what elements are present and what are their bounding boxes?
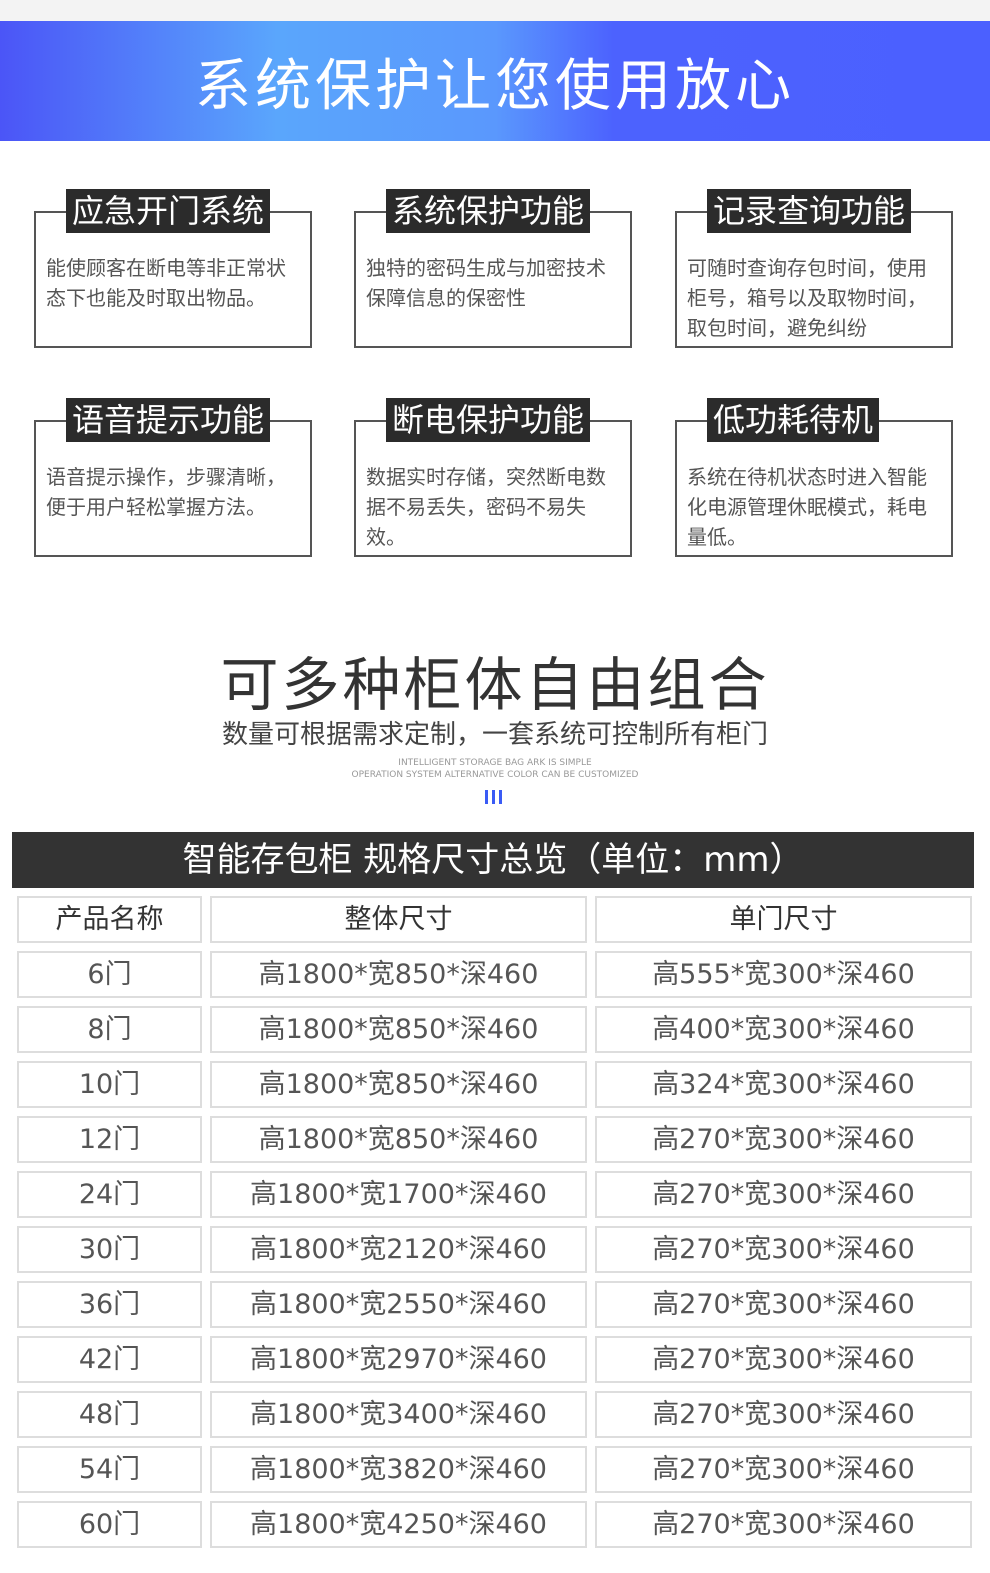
header-cell: 产品名称 xyxy=(17,896,202,943)
table-cell: 高1800*宽850*深460 xyxy=(210,1061,587,1108)
table-cell: 高270*宽300*深460 xyxy=(595,1116,972,1163)
table-cell: 高1800*宽1700*深460 xyxy=(210,1171,587,1218)
feature-title: 应急开门系统 xyxy=(66,189,271,233)
feature-title: 断电保护功能 xyxy=(386,398,591,442)
table-cell: 高270*宽300*深460 xyxy=(595,1446,972,1493)
table-cell: 高1800*宽3400*深460 xyxy=(210,1391,587,1438)
table-row: 8门 高1800*宽850*深460 高400*宽300*深460 xyxy=(0,1006,990,1053)
table-cell: 高324*宽300*深460 xyxy=(595,1061,972,1108)
table-cell: 高270*宽300*深460 xyxy=(595,1391,972,1438)
table-cell: 高555*宽300*深460 xyxy=(595,951,972,998)
table-row: 24门 高1800*宽1700*深460 高270*宽300*深460 xyxy=(0,1171,990,1218)
header-cell: 整体尺寸 xyxy=(210,896,587,943)
table-cell: 高400*宽300*深460 xyxy=(595,1006,972,1053)
table-cell: 30门 xyxy=(17,1226,202,1273)
combo-en-line1: INTELLIGENT STORAGE BAG ARK IS SIMPLE xyxy=(398,758,592,768)
feature-title: 系统保护功能 xyxy=(386,189,591,233)
table-cell: 12门 xyxy=(17,1116,202,1163)
feature-title: 记录查询功能 xyxy=(707,189,912,233)
table-cell: 高1800*宽2550*深460 xyxy=(210,1281,587,1328)
table-cell: 42门 xyxy=(17,1336,202,1383)
feature-text: 系统在待机状态时进入智能化电源管理休眠模式，耗电量低。 xyxy=(687,465,927,549)
feature-card: 记录查询功能可随时查询存包时间，使用柜号，箱号以及取物时间，取包时间，避免纠纷 xyxy=(675,189,953,348)
table-row: 10门 高1800*宽850*深460 高324*宽300*深460 xyxy=(0,1061,990,1108)
table-cell: 48门 xyxy=(17,1391,202,1438)
feature-title: 语音提示功能 xyxy=(66,398,271,442)
table-row: 60门 高1800*宽4250*深460 高270*宽300*深460 xyxy=(0,1501,990,1548)
table-cell: 高270*宽300*深460 xyxy=(595,1226,972,1273)
combo-subtitle: 数量可根据需求定制，一套系统可控制所有柜门 xyxy=(221,720,768,750)
feature-card: 语音提示功能语音提示操作，步骤清晰，便于用户轻松掌握方法。 xyxy=(34,398,312,557)
feature-card: 应急开门系统能使顾客在断电等非正常状态下也能及时取出物品。 xyxy=(34,189,312,348)
feature-text: 独特的密码生成与加密技术保障信息的保密性 xyxy=(366,256,606,310)
table-cell: 高1800*宽3820*深460 xyxy=(210,1446,587,1493)
table-cell: 高270*宽300*深460 xyxy=(595,1171,972,1218)
header-cell: 单门尺寸 xyxy=(595,896,972,943)
combo-en-line2: OPERATION SYSTEM ALTERNATIVE COLOR CAN B… xyxy=(351,770,639,780)
feature-card: 系统保护功能独特的密码生成与加密技术保障信息的保密性 xyxy=(354,189,632,348)
table-cell: 10门 xyxy=(17,1061,202,1108)
table-cell: 高1800*宽2970*深460 xyxy=(210,1336,587,1383)
table-cell: 54门 xyxy=(17,1446,202,1493)
table-row: 48门 高1800*宽3400*深460 高270*宽300*深460 xyxy=(0,1391,990,1438)
table-cell: 6门 xyxy=(17,951,202,998)
feature-title: 低功耗待机 xyxy=(707,398,880,442)
combo-title: 可多种柜体自由组合 xyxy=(220,651,770,719)
table-cell: 8门 xyxy=(17,1006,202,1053)
feature-card: 断电保护功能数据实时存储，突然断电数据不易丢失，密码不易失效。 xyxy=(354,398,632,557)
table-cell: 高1800*宽850*深460 xyxy=(210,1006,587,1053)
top-strip xyxy=(0,0,990,21)
table-row: 12门 高1800*宽850*深460 高270*宽300*深460 xyxy=(0,1116,990,1163)
table-row: 36门 高1800*宽2550*深460 高270*宽300*深460 xyxy=(0,1281,990,1328)
table-cell: 高1800*宽850*深460 xyxy=(210,1116,587,1163)
table-cell: 高1800*宽850*深460 xyxy=(210,951,587,998)
feature-card: 低功耗待机系统在待机状态时进入智能化电源管理休眠模式，耗电量低。 xyxy=(675,398,953,557)
banner-title: 系统保护让您使用放心 xyxy=(195,53,795,119)
table-header: 产品名称 整体尺寸 单门尺寸 xyxy=(0,896,990,943)
table-cell: 高270*宽300*深460 xyxy=(595,1336,972,1383)
table-cell: 36门 xyxy=(17,1281,202,1328)
banner: 系统保护让您使用放心 xyxy=(0,21,990,141)
table-row: 54门 高1800*宽3820*深460 高270*宽300*深460 xyxy=(0,1446,990,1493)
feature-text: 能使顾客在断电等非正常状态下也能及时取出物品。 xyxy=(46,256,286,310)
table-cell: 60门 xyxy=(17,1501,202,1548)
table-row: 6门 高1800*宽850*深460 高555*宽300*深460 xyxy=(0,951,990,998)
table-row: 42门 高1800*宽2970*深460 高270*宽300*深460 xyxy=(0,1336,990,1383)
bars-decoration-icon xyxy=(485,790,503,804)
table-cell: 高1800*宽4250*深460 xyxy=(210,1501,587,1548)
feature-text: 可随时查询存包时间，使用柜号，箱号以及取物时间，取包时间，避免纠纷 xyxy=(687,256,927,340)
table-cell: 高270*宽300*深460 xyxy=(595,1501,972,1548)
table-title: 智能存包柜 规格尺寸总览（单位：mm） xyxy=(12,832,974,888)
table-cell: 高1800*宽2120*深460 xyxy=(210,1226,587,1273)
feature-text: 语音提示操作，步骤清晰，便于用户轻松掌握方法。 xyxy=(46,465,286,519)
table-row: 30门 高1800*宽2120*深460 高270*宽300*深460 xyxy=(0,1226,990,1273)
table-cell: 24门 xyxy=(17,1171,202,1218)
table-cell: 高270*宽300*深460 xyxy=(595,1281,972,1328)
feature-text: 数据实时存储，突然断电数据不易丢失，密码不易失效。 xyxy=(366,465,606,549)
